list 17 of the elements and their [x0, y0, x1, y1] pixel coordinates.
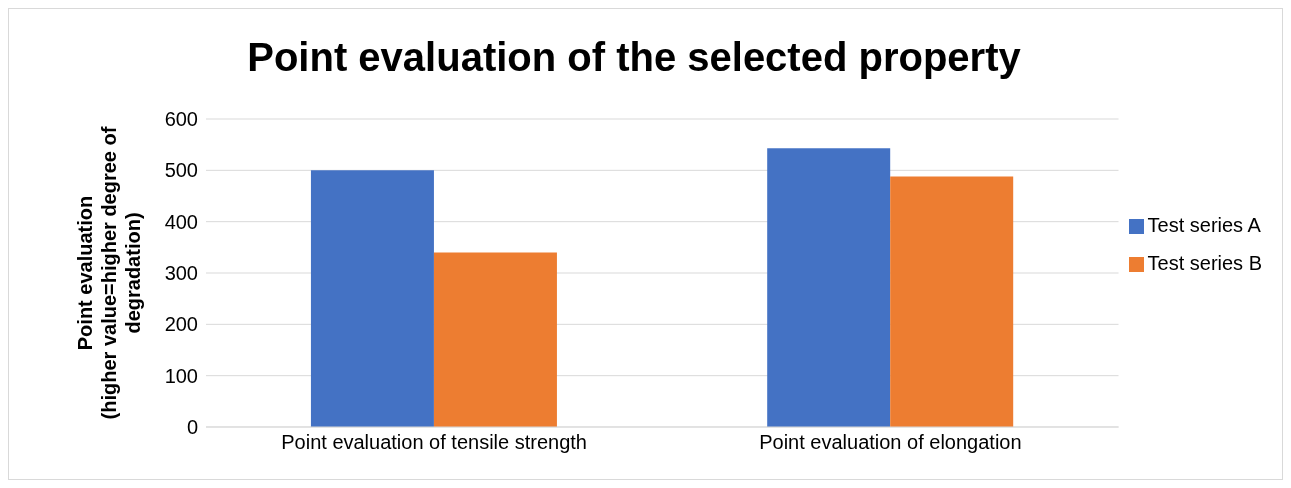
y-tick-label: 600	[164, 108, 198, 131]
x-tick-label: Point evaluation of elongation	[759, 431, 1022, 454]
x-tick-label: Point evaluation of tensile strength	[281, 431, 588, 454]
y-tick-label: 400	[164, 210, 198, 233]
y-tick-label: 300	[164, 262, 198, 285]
legend-label: Test series B	[1147, 252, 1262, 274]
y-tick-label: 100	[164, 364, 198, 387]
y-tick-label: 500	[164, 159, 198, 182]
bar	[767, 148, 891, 427]
bar	[433, 252, 557, 427]
bar	[310, 170, 434, 427]
y-axis-title: Point evaluation (higher value=higher degree of degradation)	[74, 126, 144, 420]
chart-title: Point evaluation of the selected property	[246, 35, 1022, 80]
y-tick-label: 0	[186, 416, 198, 439]
y-tick-label: 200	[164, 313, 198, 336]
bar	[890, 176, 1014, 427]
legend-label: Test series A	[1147, 214, 1261, 236]
